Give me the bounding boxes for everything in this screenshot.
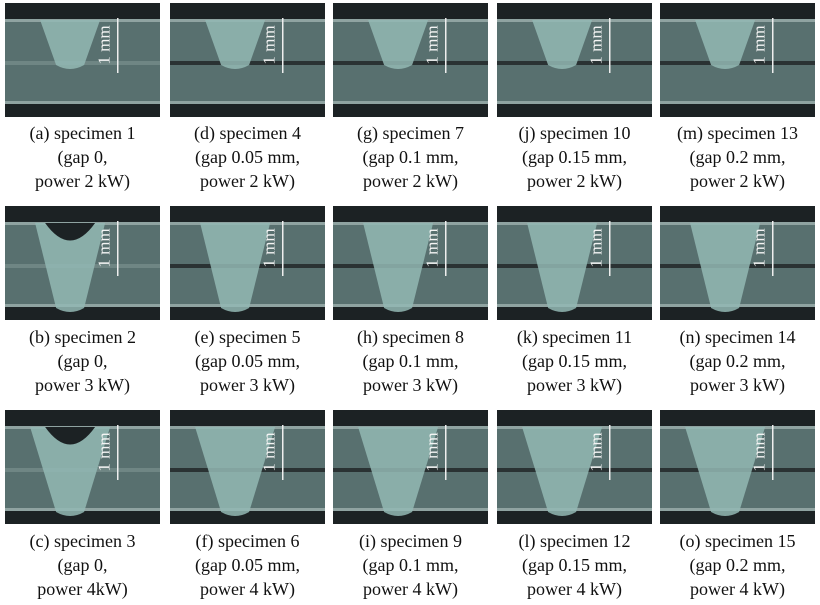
scale-label: 1 mm: [750, 25, 769, 64]
scale-label: 1 mm: [587, 228, 606, 267]
caption-line: (gap 0.05 mm,: [195, 555, 300, 576]
caption-line: (l) specimen 12: [519, 531, 631, 552]
caption-line: (gap 0.2 mm,: [690, 351, 786, 372]
caption-line: power 4kW): [37, 579, 127, 600]
caption-line: (gap 0.15 mm,: [522, 147, 627, 168]
caption-line: power 2 kW): [363, 171, 458, 192]
scale-label: 1 mm: [95, 432, 114, 471]
micrograph: 1 mm: [497, 3, 652, 117]
scale-label: 1 mm: [423, 432, 442, 471]
caption-line: (i) specimen 9: [359, 531, 462, 552]
micrograph: 1 mm: [170, 410, 325, 524]
micrograph: 1 mm: [333, 410, 488, 524]
caption-line: power 3 kW): [527, 375, 622, 396]
caption-line: (gap 0.05 mm,: [195, 147, 300, 168]
scale-label: 1 mm: [260, 228, 279, 267]
micrograph: 1 mm: [660, 410, 815, 524]
caption-line: (gap 0.2 mm,: [690, 147, 786, 168]
micrograph: 1 mm: [497, 206, 652, 320]
plate-edge: [5, 101, 160, 104]
micrograph: 1 mm: [170, 3, 325, 117]
caption-line: power 3 kW): [690, 375, 785, 396]
scale-label: 1 mm: [587, 432, 606, 471]
micrograph: 1 mm: [660, 206, 815, 320]
figure: 1 mm (a) specimen 1 (gap 0, power 2 kW) 1 mm…: [0, 0, 820, 605]
caption-line: (gap 0.15 mm,: [522, 555, 627, 576]
scale-label: 1 mm: [260, 432, 279, 471]
caption-line: power 4 kW): [200, 579, 295, 600]
scale-label: 1 mm: [423, 25, 442, 64]
scale-label: 1 mm: [423, 228, 442, 267]
scale-label: 1 mm: [95, 228, 114, 267]
caption-line: (f) specimen 6: [196, 531, 300, 552]
caption-line: (a) specimen 1: [30, 123, 136, 144]
caption-line: (n) specimen 14: [680, 327, 796, 348]
caption-line: power 2 kW): [35, 171, 130, 192]
plate-edge: [333, 101, 488, 104]
caption-line: (gap 0,: [58, 351, 108, 372]
caption-line: (j) specimen 10: [519, 123, 631, 144]
micrograph: 1 mm: [5, 206, 160, 320]
caption-line: power 4 kW): [527, 579, 622, 600]
caption-line: power 2 kW): [527, 171, 622, 192]
caption-line: (gap 0.1 mm,: [363, 147, 459, 168]
caption-line: (o) specimen 15: [680, 531, 796, 552]
caption-line: (e) specimen 5: [195, 327, 301, 348]
micrograph: 1 mm: [660, 3, 815, 117]
caption-line: power 3 kW): [35, 375, 130, 396]
plate-edge: [170, 101, 325, 104]
caption-line: power 2 kW): [200, 171, 295, 192]
micrograph: 1 mm: [5, 3, 160, 117]
caption-line: (gap 0,: [58, 147, 108, 168]
caption-line: (gap 0.1 mm,: [363, 555, 459, 576]
caption-line: (gap 0.1 mm,: [363, 351, 459, 372]
caption-line: (m) specimen 13: [677, 123, 798, 144]
micrograph: 1 mm: [333, 206, 488, 320]
caption-line: power 4 kW): [363, 579, 458, 600]
micrograph: 1 mm: [170, 206, 325, 320]
scale-label: 1 mm: [750, 228, 769, 267]
caption-line: (h) specimen 8: [357, 327, 464, 348]
caption-line: power 4 kW): [690, 579, 785, 600]
micrograph: 1 mm: [497, 410, 652, 524]
caption-line: power 3 kW): [200, 375, 295, 396]
plate-edge: [660, 101, 815, 104]
caption-line: (b) specimen 2: [29, 327, 136, 348]
caption-line: (k) specimen 11: [517, 327, 632, 348]
micrograph: 1 mm: [333, 3, 488, 117]
scale-label: 1 mm: [260, 25, 279, 64]
caption-line: (g) specimen 7: [357, 123, 464, 144]
caption-line: (gap 0.15 mm,: [522, 351, 627, 372]
scale-label: 1 mm: [750, 432, 769, 471]
caption-line: (d) specimen 4: [194, 123, 301, 144]
micrograph: 1 mm: [5, 410, 160, 524]
plate-edge: [497, 101, 652, 104]
caption-line: power 2 kW): [690, 171, 785, 192]
caption-line: (gap 0.2 mm,: [690, 555, 786, 576]
scale-label: 1 mm: [95, 25, 114, 64]
caption-line: power 3 kW): [363, 375, 458, 396]
caption-line: (c) specimen 3: [30, 531, 136, 552]
caption-line: (gap 0.05 mm,: [195, 351, 300, 372]
caption-line: (gap 0,: [58, 555, 108, 576]
scale-label: 1 mm: [587, 25, 606, 64]
